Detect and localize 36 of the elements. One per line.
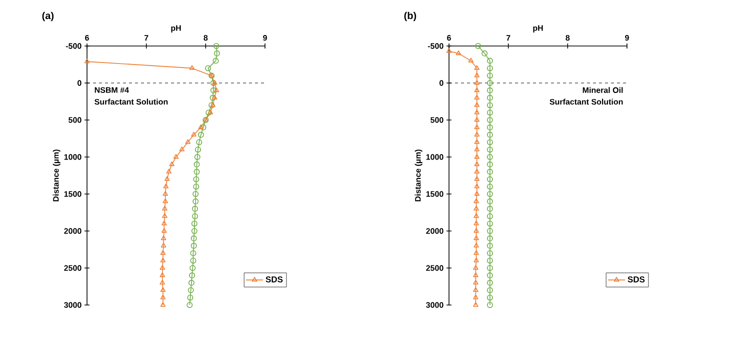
x-tick-label: 9 [625,34,629,41]
x-tick-label: 8 [204,34,208,41]
x-tick-label: 9 [263,34,267,41]
x-tick-label: 8 [566,34,570,41]
annotation: NSBM #4 [94,87,129,93]
annotation: Surfactant Solution [550,98,623,105]
x-axis-title: pH [533,25,543,32]
y-tick-label: 1500 [426,191,444,197]
chart-title: (a) [42,12,54,22]
annotation: Surfactant Solution [94,98,168,105]
legend-label: SDS [628,276,645,282]
y-tick-label: -500 [66,43,82,49]
y-tick-label: 1500 [64,191,82,197]
x-axis-title: pH [171,25,181,32]
y-tick-label: 3000 [426,302,444,308]
y-tick-label: 1000 [64,154,82,160]
x-tick-label: 6 [85,34,89,41]
y-tick-label: -500 [428,43,444,49]
y-axis-title: Distance (µm) [414,150,422,202]
y-tick-label: 500 [68,117,82,123]
annotation: Mineral Oil [582,87,623,93]
y-tick-label: 2500 [64,265,82,271]
legend-label: SDS [266,276,283,282]
y-tick-label: 0 [78,80,82,86]
chart-title: (b) [404,12,416,22]
y-tick-label: 2000 [426,228,444,234]
x-tick-label: 7 [506,35,510,41]
y-tick-label: 3000 [64,302,82,308]
y-tick-label: 1000 [426,154,444,160]
x-tick-label: 6 [447,34,451,41]
y-tick-label: 0 [440,80,444,86]
y-tick-label: 2000 [64,228,82,234]
y-axis-title: Distance (µm) [52,150,60,202]
y-tick-label: 2500 [426,265,444,271]
x-tick-label: 7 [144,35,148,41]
y-tick-label: 500 [430,117,444,123]
